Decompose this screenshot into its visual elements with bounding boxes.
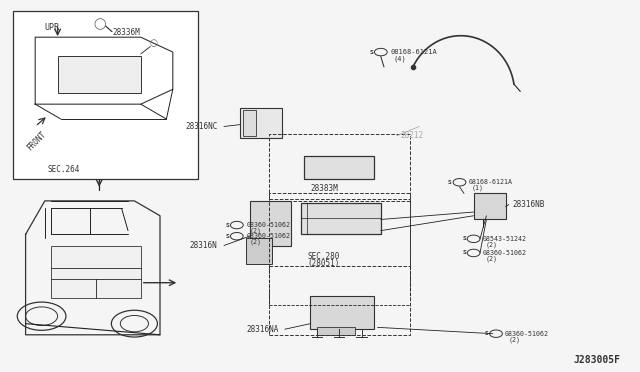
Bar: [58, 56, 141, 93]
Text: S: S: [225, 234, 229, 239]
Bar: [301, 203, 381, 234]
Text: 28316NC: 28316NC: [185, 122, 218, 131]
Text: (2): (2): [486, 255, 498, 262]
Text: 28316NB: 28316NB: [512, 200, 545, 209]
Text: 08168-6121A: 08168-6121A: [468, 179, 513, 185]
Text: (28051): (28051): [307, 259, 340, 268]
Text: 28212: 28212: [400, 131, 423, 140]
Text: 08360-51062: 08360-51062: [483, 250, 527, 256]
Bar: [269, 201, 410, 266]
Text: 08543-51242: 08543-51242: [483, 236, 527, 242]
Text: ◯: ◯: [93, 19, 106, 30]
Text: 08360-51062: 08360-51062: [246, 222, 291, 228]
Text: 08360-51062: 08360-51062: [246, 233, 291, 239]
Text: 08360-51062: 08360-51062: [505, 331, 549, 337]
Bar: [474, 193, 506, 219]
Text: S: S: [462, 236, 466, 241]
Bar: [317, 327, 355, 335]
Bar: [51, 246, 141, 298]
Bar: [243, 110, 256, 136]
Text: SEC.280: SEC.280: [307, 252, 340, 261]
Text: (4): (4): [394, 55, 406, 62]
Text: 28316N: 28316N: [190, 241, 218, 250]
Text: UPR: UPR: [45, 23, 60, 32]
Bar: [240, 108, 282, 138]
Bar: [13, 11, 198, 179]
Bar: [269, 193, 410, 335]
Text: FRONT: FRONT: [26, 130, 48, 153]
Text: S: S: [484, 331, 488, 336]
Text: SEC.264: SEC.264: [48, 165, 80, 174]
Text: (2): (2): [486, 241, 498, 248]
Text: 28383M: 28383M: [310, 184, 338, 193]
Text: S: S: [462, 250, 466, 256]
Bar: [310, 296, 374, 329]
Text: S: S: [448, 180, 452, 185]
Text: 28336M: 28336M: [112, 28, 140, 37]
Bar: [246, 238, 272, 264]
Bar: [269, 134, 410, 199]
Text: (2): (2): [250, 227, 262, 234]
Text: (1): (1): [472, 185, 484, 191]
Text: ◯: ◯: [150, 39, 157, 46]
Text: S: S: [225, 222, 229, 228]
Bar: [250, 201, 291, 246]
Bar: [304, 156, 374, 179]
Text: (2): (2): [508, 336, 520, 343]
Text: 28316NA: 28316NA: [246, 325, 278, 334]
Text: S: S: [369, 49, 373, 55]
Text: 08168-6121A: 08168-6121A: [390, 49, 437, 55]
Text: J283005F: J283005F: [574, 355, 621, 365]
Text: (2): (2): [250, 238, 262, 245]
